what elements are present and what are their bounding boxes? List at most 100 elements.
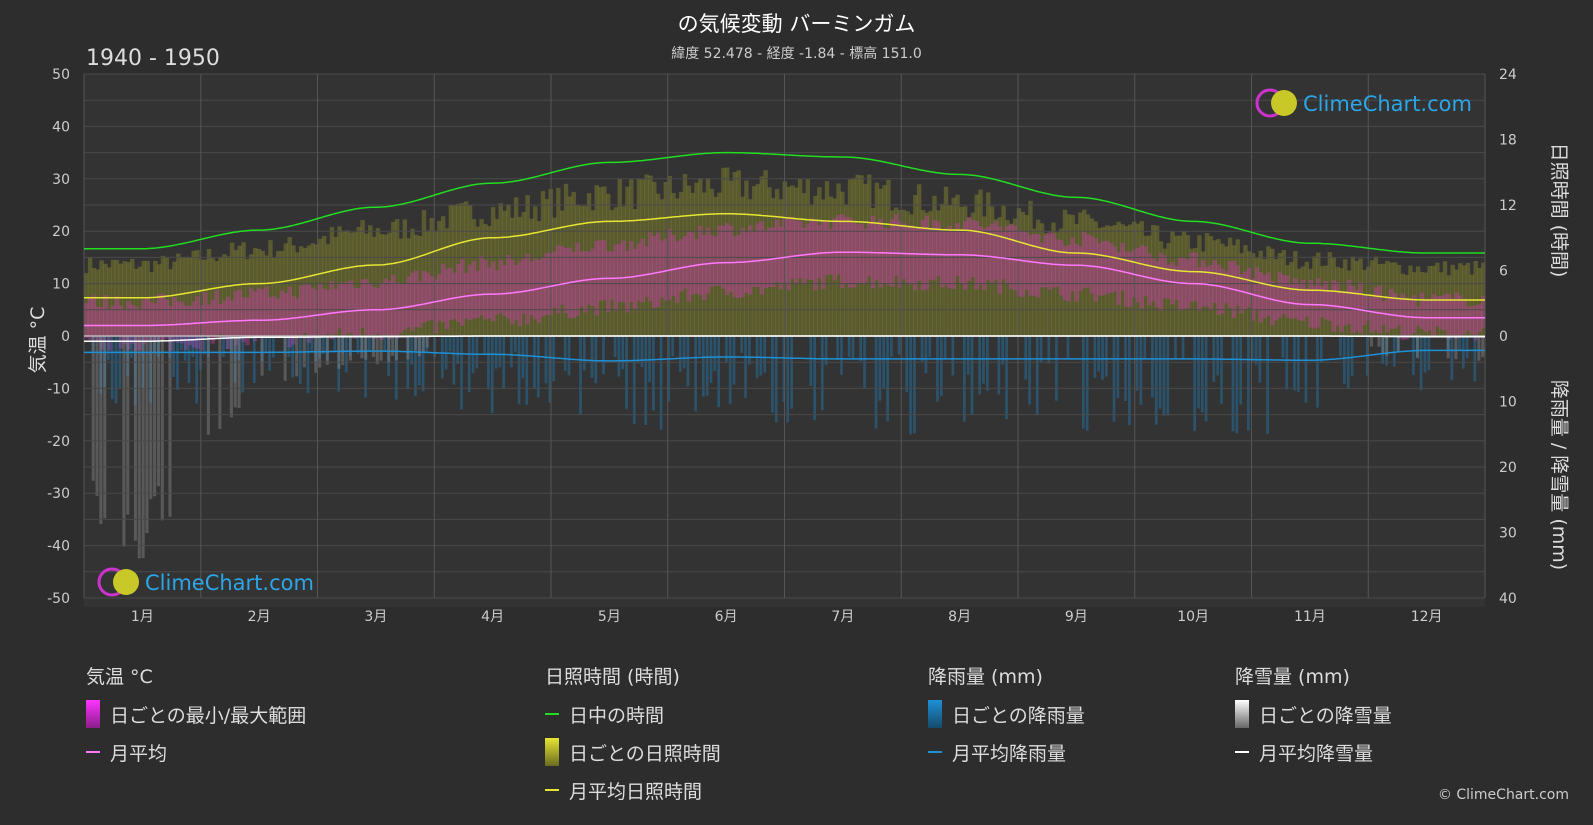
sunshine-daily-bar [391, 221, 396, 336]
sunshine-daily-bar [1154, 225, 1160, 336]
sunshine-daily-bar [982, 216, 987, 336]
temp-range-daily-bar [1342, 290, 1348, 326]
sunshine-daily-bar [1427, 265, 1432, 336]
sunshine-daily-bar [690, 192, 695, 336]
sunshine-daily-bar [886, 179, 891, 336]
sunshine-daily-bar [325, 244, 331, 336]
sunshine-daily-bar [333, 237, 338, 336]
rain-daily-bar [966, 336, 970, 375]
temp-range-daily-bar [356, 287, 361, 337]
temp-range-daily-bar [1062, 245, 1068, 301]
rain-daily-bar [1001, 336, 1005, 365]
rain-daily-bar [986, 336, 989, 391]
temp-range-daily-bar [667, 228, 672, 301]
temp-range-daily-bar [690, 232, 695, 295]
temp-range-daily-bar [617, 243, 622, 302]
temp-range-daily-bar [678, 239, 684, 292]
rain-daily-bar [387, 336, 390, 376]
rain-daily-bar [414, 336, 417, 397]
sunshine-daily-bar [540, 191, 546, 336]
snow-daily-bar [1369, 336, 1373, 347]
rain-daily-bar [1304, 336, 1308, 403]
sunshine-daily-bar [632, 208, 638, 336]
sunshine-daily-bar [306, 245, 312, 336]
temp-range-daily-bar [694, 239, 699, 294]
rain-daily-bar [325, 336, 329, 361]
temp-range-daily-bar [1154, 261, 1160, 308]
temp-range-daily-bar [1412, 295, 1417, 334]
temp-range-daily-bar [1009, 224, 1014, 290]
sunshine-daily-bar [1266, 246, 1271, 336]
temp-range-daily-bar [437, 274, 442, 321]
sunshine-daily-bar [1120, 224, 1125, 336]
rain-daily-bar [337, 336, 341, 392]
temp-range-daily-bar [1128, 252, 1133, 307]
rain-daily-bar [809, 336, 813, 386]
legend-rain-title: 降雨量 (mm) [928, 666, 1043, 688]
temp-range-daily-bar [287, 286, 292, 348]
sunshine-daily-bar [195, 250, 200, 336]
sunshine-daily-bar [156, 264, 162, 336]
sunshine-daily-bar [586, 193, 592, 336]
temp-range-daily-bar [394, 282, 400, 339]
temp-range-daily-bar [1016, 230, 1022, 297]
temp-range-daily-bar [755, 223, 761, 287]
temp-range-daily-bar [364, 279, 369, 336]
sunshine-daily-bar [959, 206, 964, 336]
rain-daily-bar [1385, 336, 1388, 366]
sunshine-daily-bar [1477, 267, 1482, 336]
sunshine-mean-line [84, 212, 1485, 301]
legend-snow: 降雪量 (mm) 日ごとの降雪量 月平均降雪量 [1235, 662, 1392, 778]
watermark-text: ClimeChart.com [145, 571, 314, 595]
temp-range-daily-bar [306, 284, 312, 343]
temp-range-daily-bar [1404, 297, 1409, 340]
sunshine-daily-bar [909, 214, 914, 336]
rain-daily-bar [982, 336, 985, 384]
temp-range-daily-bar [487, 267, 492, 319]
sunshine-daily-bar [859, 175, 864, 336]
temp-range-daily-bar [130, 304, 135, 345]
temp-range-daily-bar [874, 222, 880, 281]
sunshine-daily-bar [986, 192, 991, 336]
temp-range-daily-bar [1354, 289, 1359, 331]
rain-daily-bar [1181, 336, 1185, 360]
temp-range-daily-bar [1273, 284, 1279, 321]
sunshine-daily-bar [1350, 256, 1356, 336]
rain-daily-bar [1285, 336, 1289, 390]
sunshine-daily-bar [694, 182, 699, 336]
sunshine-daily-bar [229, 242, 235, 336]
rain-daily-bar [621, 336, 625, 370]
sunshine-daily-bar [817, 187, 822, 336]
rain-daily-bar [725, 336, 728, 363]
rain-daily-bar [191, 336, 195, 358]
legend-item: 月平均降雨量 [928, 740, 1085, 765]
y-left-tick-label: 20 [52, 224, 70, 240]
temp-range-daily-bar [675, 241, 680, 304]
rain-daily-bar [149, 336, 152, 404]
snow-daily-bar [1381, 336, 1385, 353]
temp-range-daily-bar [1415, 306, 1421, 326]
rain-daily-bar [717, 336, 721, 408]
rain-daily-bar [728, 336, 732, 404]
sunshine-mean-swatch [545, 789, 559, 791]
snow-daily-bar [406, 336, 410, 360]
rain-daily-bar [978, 336, 982, 395]
rain-daily-bar [356, 336, 360, 354]
snow-daily-bar [391, 336, 395, 356]
sunshine-daily-bar [360, 220, 365, 336]
sunshine-daily-bar [655, 193, 661, 336]
sunshine-daily-bar [1124, 226, 1129, 336]
temp-range-daily-bar [371, 286, 377, 339]
rain-daily-bar [321, 336, 325, 355]
temp-range-daily-bar [406, 276, 411, 328]
temp-range-daily-bar [705, 227, 711, 294]
sunshine-daily-bar [778, 199, 784, 336]
temp-range-daily-bar [632, 249, 638, 309]
temp-range-daily-bar [1143, 246, 1148, 297]
y-left-tick-label: 50 [52, 67, 70, 83]
temp-range-daily-bar [751, 231, 757, 287]
temp-range-daily-bar [272, 296, 277, 336]
temp-range-daily-bar [494, 270, 500, 315]
temp-mean-swatch [86, 751, 100, 753]
temp-range-daily-bar [1001, 230, 1006, 280]
